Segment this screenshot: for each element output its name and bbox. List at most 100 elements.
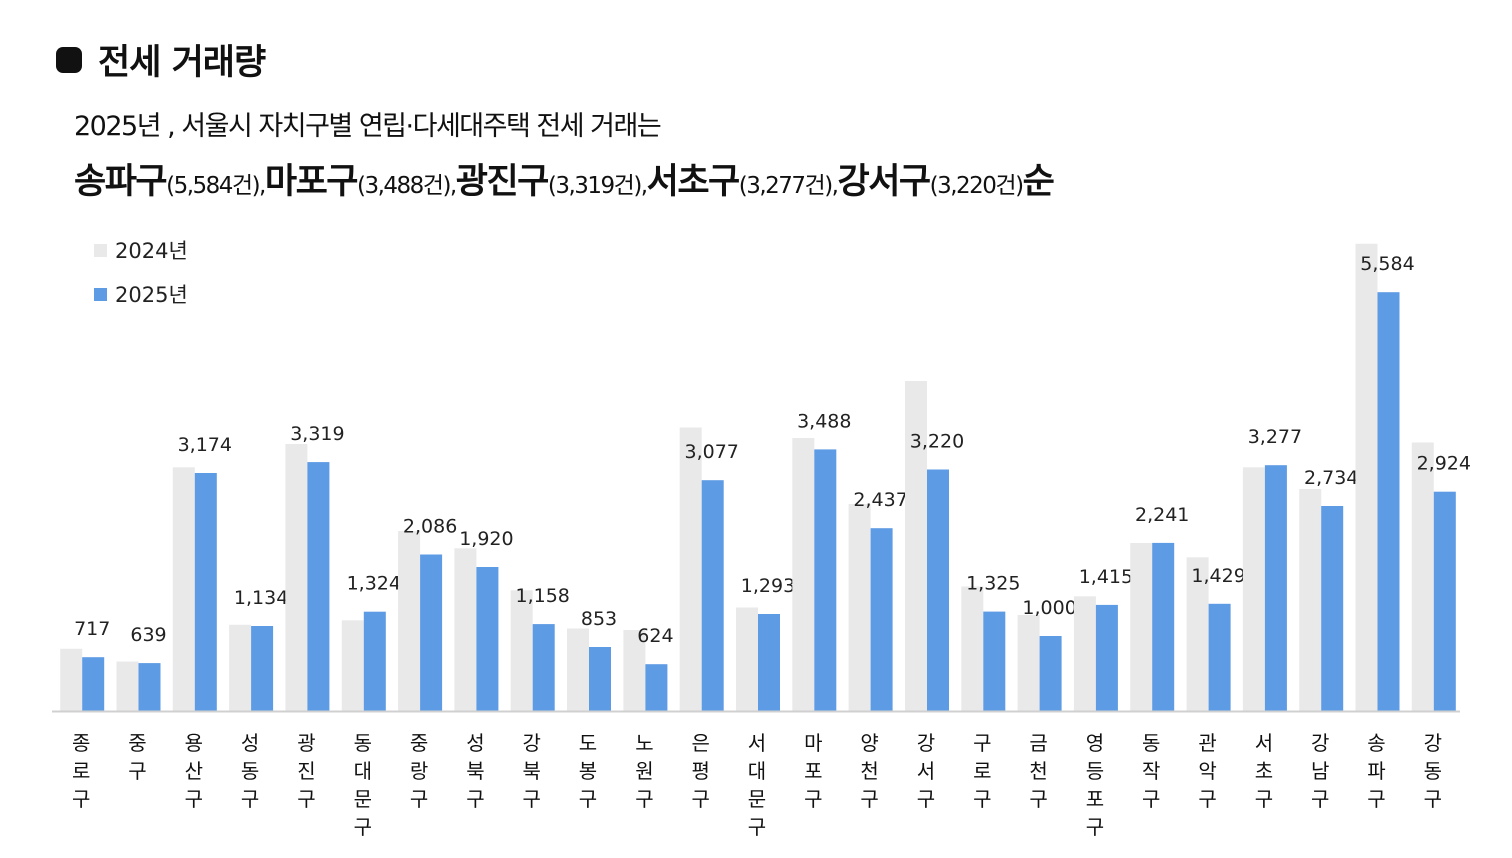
bar-2024-1 — [116, 661, 139, 711]
data-label-2025-9: 853 — [581, 608, 617, 630]
data-label-2025-15: 3,220 — [910, 431, 964, 453]
bar-2024-7 — [454, 548, 477, 712]
bar-2024-13 — [792, 438, 815, 711]
rank-2-name: 마포구 — [264, 162, 359, 202]
section-title-text: 전세 거래량 — [98, 43, 266, 83]
bar-2024-17 — [1017, 615, 1040, 711]
data-label-2025-18: 1,415 — [1079, 566, 1133, 588]
bar-2024-11 — [679, 427, 702, 711]
bar-2024-5 — [341, 620, 364, 712]
data-label-2025-8: 1,158 — [515, 585, 569, 607]
data-label-2025-6: 2,086 — [403, 516, 457, 538]
rank-4-count: (3,277건), — [738, 173, 839, 199]
bar-2025-0 — [82, 657, 105, 711]
data-label-2025-16: 1,325 — [966, 573, 1020, 595]
bar-2025-9 — [589, 647, 611, 711]
bar-2025-22 — [1321, 506, 1344, 711]
data-label-2025-11: 3,077 — [684, 441, 738, 463]
rank-suffix: 순 — [1022, 162, 1055, 202]
bar-2024-15 — [905, 381, 927, 711]
ranking-summary: 송파구(5,584건),마포구(3,488건),광진구(3,319건),서초구(… — [74, 153, 1055, 204]
bar-2025-24 — [1433, 491, 1456, 711]
bar-2025-19 — [1152, 542, 1175, 711]
legend-swatch-2025 — [94, 287, 107, 301]
rank-3-name: 광진구 — [455, 162, 550, 202]
bar-2024-22 — [1299, 489, 1322, 711]
bar-2024-20 — [1186, 557, 1209, 712]
bar-2025-21 — [1264, 465, 1287, 711]
rank-1-name: 송파구 — [74, 162, 168, 202]
bar-2025-2 — [194, 473, 217, 711]
bar-2024-0 — [60, 648, 83, 712]
bar-2025-10 — [645, 664, 668, 711]
bar-2025-5 — [363, 611, 386, 711]
bar-2025-4 — [307, 462, 330, 711]
legend-item-2024: 2024년 — [94, 234, 188, 266]
rank-1-count: (5,584건), — [166, 173, 266, 199]
bar-2025-23 — [1377, 292, 1400, 711]
bar-2025-13 — [814, 449, 837, 711]
data-label-2025-23: 5,584 — [1360, 253, 1414, 275]
bar-2024-6 — [398, 531, 421, 711]
data-label-2025-20: 1,429 — [1191, 565, 1245, 587]
data-label-2025-10: 624 — [637, 625, 673, 647]
section-bullet-icon — [56, 46, 82, 73]
data-label-2025-5: 1,324 — [347, 573, 401, 595]
bar-2025-12 — [758, 614, 780, 711]
bar-2025-15 — [927, 469, 949, 711]
bar-2025-18 — [1095, 604, 1118, 711]
bar-2025-17 — [1039, 636, 1062, 711]
data-label-2025-2: 3,174 — [178, 434, 232, 456]
data-label-2025-21: 3,277 — [1248, 426, 1302, 448]
rank-2-count: (3,488건), — [356, 173, 457, 199]
bar-2024-2 — [172, 467, 195, 712]
data-label-2025-0: 717 — [74, 618, 110, 640]
bar-2024-12 — [736, 607, 758, 711]
legend-item-2025: 2025년 — [94, 278, 188, 310]
data-label-2025-3: 1,134 — [234, 587, 288, 609]
rank-5-count: (3,220건) — [929, 173, 1024, 199]
data-label-2025-24: 2,924 — [1417, 453, 1471, 475]
bar-2024-14 — [848, 504, 871, 711]
bar-2024-23 — [1355, 243, 1378, 712]
bar-2025-7 — [476, 567, 499, 711]
bar-2024-19 — [1130, 543, 1153, 711]
bar-2025-16 — [983, 611, 1006, 711]
rank-4-name: 서초구 — [646, 162, 741, 202]
bar-2024-8 — [510, 590, 533, 712]
bar-2025-8 — [532, 624, 555, 711]
data-label-2025-14: 2,437 — [853, 489, 907, 511]
bar-2024-4 — [285, 444, 308, 711]
data-label-2025-13: 3,488 — [797, 410, 851, 432]
bar-2025-6 — [420, 554, 443, 711]
data-label-2025-4: 3,319 — [290, 423, 344, 445]
data-label-2025-19: 2,241 — [1135, 504, 1189, 526]
legend-label-2024: 2024년 — [115, 239, 188, 263]
bar-2024-24 — [1411, 442, 1434, 711]
rank-5-name: 강서구 — [837, 162, 932, 202]
legend-swatch-2024 — [94, 243, 107, 257]
rank-3-count: (3,319건), — [547, 173, 648, 199]
bar-2025-3 — [251, 626, 274, 711]
bar-2025-20 — [1208, 603, 1231, 711]
